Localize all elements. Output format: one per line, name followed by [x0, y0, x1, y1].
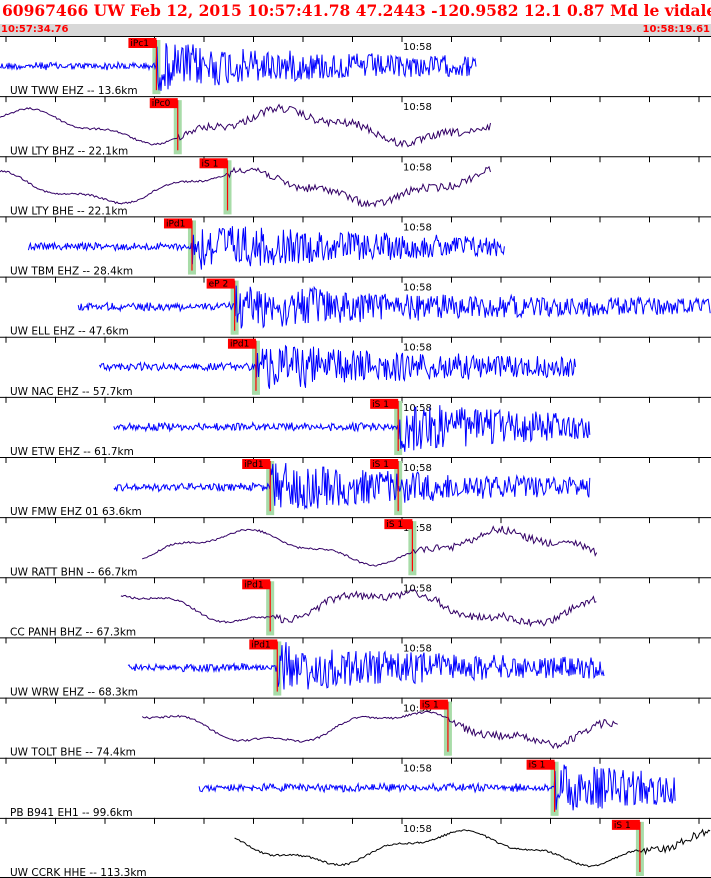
pick-label: iPd1 [244, 460, 263, 470]
minute-label: 10:58 [403, 824, 432, 835]
station-label: UW LTY BHZ -- 22.1km [10, 145, 128, 157]
trace-row[interactable]: 10:58 iS 1 UW ETW EHZ -- 61.7km [0, 396, 711, 458]
station-label: UW WRW EHZ -- 68.3km [10, 687, 138, 699]
station-label: UW RATT BHN -- 66.7km [10, 566, 138, 578]
minute-label: 10:58 [403, 583, 432, 594]
pick-box[interactable] [163, 218, 192, 229]
station-label: UW CCRK HHE -- 113.3km [10, 867, 147, 878]
trace-row[interactable]: 10:58 iPd1 UW NAC EHZ -- 57.7km [0, 336, 711, 398]
station-label: UW FMW EHZ 01 63.6km [10, 506, 142, 518]
waveform-trace[interactable] [0, 43, 477, 91]
pick-label: iS 1 [372, 400, 389, 410]
minute-label: 10:58 [403, 463, 432, 474]
station-label: CC PANH BHZ -- 67.3km [10, 626, 136, 638]
waveform-trace[interactable] [198, 764, 676, 811]
minute-label: 10:58 [403, 222, 432, 233]
minute-label: 10:58 [403, 704, 432, 715]
pick-label: iS 1 [372, 460, 389, 470]
pick-box[interactable] [242, 459, 271, 469]
station-label: UW NAC EHZ -- 57.7km [10, 386, 133, 398]
station-label: UW LTY BHE -- 22.1km [10, 205, 128, 217]
pick-box[interactable] [370, 459, 399, 469]
pick-label: iPc1 [130, 39, 149, 49]
time-range-bar[interactable]: 10:57:34.76 10:58:19.61 [0, 24, 711, 36]
waveform-trace[interactable] [27, 226, 505, 270]
trace-row[interactable]: 10:58 iS 1 UW CCRK HHE -- 113.3km [0, 817, 711, 878]
pick-box[interactable] [419, 699, 448, 710]
minute-label: 10:58 [403, 162, 432, 173]
minute-label: 10:58 [403, 343, 432, 354]
trace-row[interactable]: 10:58 iPd1 iS 1 UW FMW EHZ 01 63.6km [0, 457, 711, 518]
pick-box[interactable] [242, 579, 271, 590]
pick-label: eP 2 [209, 280, 229, 290]
waveform-trace[interactable] [120, 589, 597, 628]
pick-label: iS 1 [614, 821, 631, 831]
pick-label: iPd1 [230, 340, 249, 350]
station-label: UW ETW EHZ -- 61.7km [10, 446, 134, 458]
pick-label: iPd1 [166, 219, 185, 229]
minute-label: 10:58 [403, 42, 432, 53]
minute-label: 10:58 [403, 764, 432, 775]
pick-label: iPd1 [251, 640, 270, 650]
minute-label: 10:58 [403, 102, 432, 113]
pick-box[interactable] [206, 278, 235, 289]
waveform-trace[interactable] [113, 405, 591, 452]
waveform-trace[interactable] [127, 642, 605, 690]
trace-row[interactable]: 10:58 eP 2 UW ELL EHZ -- 47.6km [0, 276, 711, 338]
station-label: UW TBM EHZ -- 28.4km [10, 266, 133, 278]
pick-label: iS 1 [202, 159, 219, 169]
event-title-text: 60967466 UW Feb 12, 2015 10:57:41.78 47.… [2, 1, 711, 20]
pick-box[interactable] [384, 519, 413, 530]
pick-box[interactable] [149, 98, 178, 109]
minute-label: 10:58 [403, 283, 432, 294]
pick-label: iS 1 [386, 520, 403, 530]
event-title: 60967466 UW Feb 12, 2015 10:57:41.78 47.… [0, 0, 711, 24]
trace-row[interactable]: 10:58 iPc0 UW LTY BHZ -- 22.1km [0, 96, 711, 157]
minute-label: 10:58 [403, 643, 432, 654]
trace-row[interactable]: 10:58 iPd1 CC PANH BHZ -- 67.3km [0, 577, 711, 638]
pick-label: iPd1 [244, 580, 263, 590]
end-time-label: 10:58:19.61 [642, 24, 710, 35]
waveform-trace[interactable] [99, 344, 576, 389]
waveform-trace[interactable] [0, 165, 491, 208]
trace-row[interactable]: 10:58 iS 1 PB B941 EH1 -- 99.6km [0, 757, 711, 819]
station-label: UW TWW EHZ -- 13.6km [10, 85, 138, 97]
minute-label: 10:58 [403, 403, 432, 414]
waveform-trace[interactable] [0, 103, 491, 148]
pick-label: iPc0 [152, 99, 171, 109]
waveform-trace[interactable] [234, 828, 711, 868]
station-label: UW TOLT BHE -- 74.4km [10, 747, 136, 759]
pick-box[interactable] [128, 38, 157, 48]
pick-label: iS 1 [422, 701, 439, 711]
trace-row[interactable]: 10:58 iPc1 UW TWW EHZ -- 13.6km [0, 36, 711, 97]
trace-row[interactable]: 10:58 iPd1 UW WRW EHZ -- 68.3km [0, 637, 711, 699]
station-label: UW ELL EHZ -- 47.6km [10, 326, 129, 338]
pick-box[interactable] [199, 158, 228, 169]
waveform-trace[interactable] [113, 462, 591, 511]
seismogram-panel[interactable]: 10:58 iPc1 UW TWW EHZ -- 13.6km 10:58 iPc0 UW… [0, 36, 711, 878]
station-label: PB B941 EH1 -- 99.6km [10, 807, 133, 819]
trace-row[interactable]: 10:58 iPd1 UW TBM EHZ -- 28.4km [0, 216, 711, 278]
waveform-trace[interactable] [141, 710, 618, 750]
pick-box[interactable] [370, 398, 399, 409]
pick-box[interactable] [227, 338, 256, 349]
pick-label: iS 1 [529, 761, 546, 771]
pick-box[interactable] [526, 759, 555, 770]
pick-box[interactable] [249, 639, 278, 650]
pick-box[interactable] [611, 819, 640, 830]
trace-row[interactable]: 10:58 iS 1 UW LTY BHE -- 22.1km [0, 156, 711, 217]
waveform-trace[interactable] [142, 525, 598, 567]
start-time-label: 10:57:34.76 [1, 24, 69, 35]
waveform-trace[interactable] [77, 285, 711, 329]
minute-label: 10:58 [403, 523, 432, 534]
